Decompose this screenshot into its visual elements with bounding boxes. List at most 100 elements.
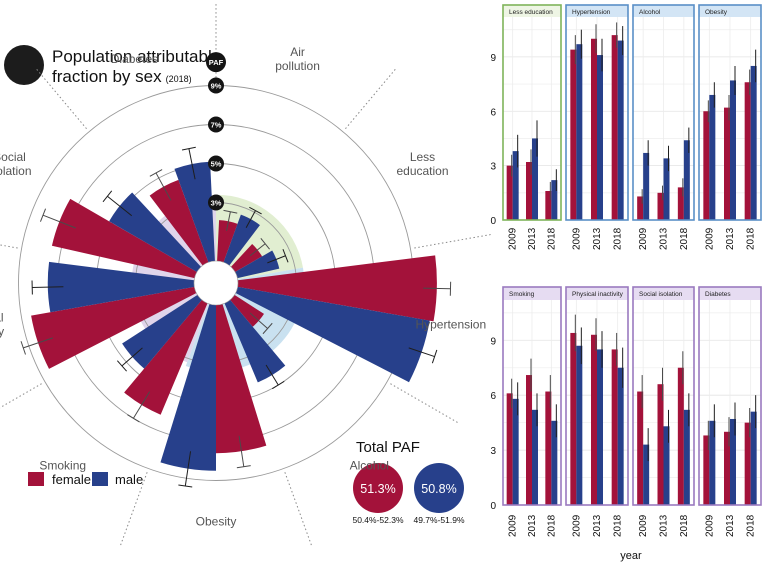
bar-male-hypertension-2013 <box>597 55 603 220</box>
ring-label-7: 7% <box>211 121 222 130</box>
bar-male-physical-inactivity-2018 <box>618 368 624 505</box>
bar-female-obesity-2009 <box>703 111 709 220</box>
bar-female-smoking-2018 <box>545 392 551 505</box>
spoke-3 <box>390 384 458 423</box>
title-line-2-text: fraction by sex <box>52 67 162 86</box>
bar-female-social-isolation-2009 <box>637 392 643 505</box>
category-label-obesity: Obesity <box>196 514 237 528</box>
ring-label-3: 3% <box>211 199 222 208</box>
panel-alcohol: Alcohol 2009 2013 2018 <box>633 5 694 250</box>
bar-female-physical-inactivity-2018 <box>612 349 618 505</box>
panel-title-less-education: Less education <box>509 9 553 16</box>
x-tick-label: 2018 <box>546 227 557 250</box>
y-tick-label: 0 <box>490 501 496 512</box>
x-axis-label: year <box>620 550 642 562</box>
x-tick-label: 2018 <box>746 227 757 250</box>
x-tick-label: 2018 <box>746 514 757 537</box>
err-female-hypertension <box>423 288 450 289</box>
small-multiples: Less education 2009 2013 2018 Hypertension 20… <box>490 5 761 562</box>
panel-title-hypertension: Hypertension <box>572 9 611 16</box>
x-tick-label: 2009 <box>704 227 715 250</box>
x-tick-label: 2013 <box>659 514 670 537</box>
legend-male-swatch <box>92 472 108 486</box>
x-tick-label: 2009 <box>638 514 649 537</box>
total-paf-male-value: 50.8% <box>421 482 456 496</box>
y-tick-label: 0 <box>490 216 496 227</box>
x-tick-label: 2009 <box>704 514 715 537</box>
category-label-line: Less <box>410 150 435 164</box>
bar-female-social-isolation-2018 <box>678 368 684 505</box>
x-tick-label: 2009 <box>571 514 582 537</box>
category-label-diabetes: Diabetes <box>111 52 158 66</box>
center-hole <box>194 261 238 305</box>
err-cap-female-social-isolation <box>40 209 45 222</box>
err-cap-female-smoking <box>127 415 139 422</box>
y-tick-label: 6 <box>490 391 496 402</box>
bar-female-obesity-2013 <box>724 108 730 220</box>
x-tick-label: 2009 <box>508 514 519 537</box>
total-paf-title: Total PAF <box>356 439 420 456</box>
y-tick-label: 6 <box>490 107 496 118</box>
panel-title-diabetes: Diabetes <box>705 291 731 298</box>
bar-male-hypertension-2009 <box>576 44 582 220</box>
legend-female-swatch <box>28 472 44 486</box>
category-label-line: Social <box>0 150 26 164</box>
x-tick-label: 2013 <box>527 227 538 250</box>
category-label-line: Obesity <box>196 514 237 528</box>
x-tick-label: 2013 <box>659 227 670 250</box>
panel-title-smoking: Smoking <box>509 291 535 298</box>
err-cap-male-alcohol <box>272 381 284 388</box>
x-tick-label: 2018 <box>679 227 690 250</box>
bar-female-smoking-2013 <box>526 375 532 505</box>
bar-female-hypertension-2018 <box>612 35 618 220</box>
category-label-smoking: Smoking <box>39 459 86 473</box>
bar-female-obesity-2018 <box>745 82 751 220</box>
y-tick-label: 9 <box>490 53 496 64</box>
category-label-line: isolation <box>0 164 32 178</box>
title-bullet <box>4 45 44 85</box>
spoke-2 <box>414 234 491 248</box>
bar-female-physical-inactivity-2009 <box>570 333 576 505</box>
category-label-line: inactivity <box>0 324 4 338</box>
panel-title-obesity: Obesity <box>705 9 728 16</box>
bar-female-hypertension-2013 <box>591 39 597 220</box>
ring-label-5: 5% <box>211 160 222 169</box>
panel-title-physical-inactivity: Physical inactivity <box>572 291 624 298</box>
x-tick-label: 2013 <box>527 514 538 537</box>
total-paf-female-ci: 50.4%-52.3% <box>352 515 403 525</box>
total-paf: Total PAF 51.3% 50.4%-52.3% 50.8% 49.7%-… <box>352 439 464 525</box>
panel-title-alcohol: Alcohol <box>639 9 661 16</box>
category-label-line: Physical <box>0 310 4 324</box>
bar-female-smoking-2009 <box>507 393 513 505</box>
err-cap-male-smoking <box>117 361 126 372</box>
x-tick-label: 2009 <box>638 227 649 250</box>
y-tick-label: 3 <box>490 446 496 457</box>
category-label-line: Diabetes <box>111 52 158 66</box>
x-tick-label: 2013 <box>592 227 603 250</box>
bar-male-obesity-2018 <box>751 66 757 220</box>
total-paf-male-ci: 49.7%-51.9% <box>413 515 464 525</box>
title-line-2: fraction by sex (2018) <box>52 67 192 86</box>
x-tick-label: 2009 <box>571 227 582 250</box>
legend-male-label: male <box>115 472 143 487</box>
bar-female-social-isolation-2013 <box>658 384 664 505</box>
y-tick-label: 3 <box>490 162 496 173</box>
x-tick-label: 2013 <box>725 227 736 250</box>
x-tick-label: 2018 <box>546 514 557 537</box>
category-label-line: Air <box>290 45 305 59</box>
panel-less-education: Less education 2009 2013 2018 <box>503 5 561 250</box>
category-label-hypertension: Hypertension <box>415 317 486 331</box>
legend: female male <box>28 472 143 487</box>
x-tick-label: 2013 <box>725 514 736 537</box>
panel-obesity: Obesity 2009 2013 2018 <box>699 5 761 250</box>
title-year: (2018) <box>166 74 192 84</box>
category-label-alcohol: Alcohol <box>350 459 389 473</box>
x-tick-label: 2009 <box>508 227 519 250</box>
